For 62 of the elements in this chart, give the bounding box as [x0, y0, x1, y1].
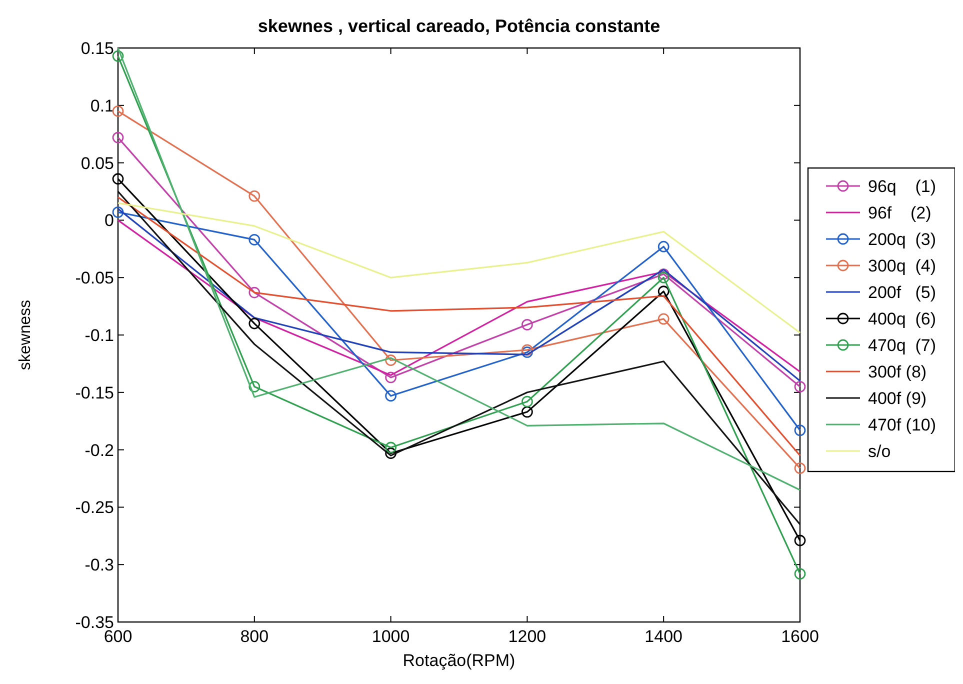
point	[385, 372, 396, 384]
y-tick-label: -0.3	[84, 556, 114, 575]
y-axis-title: skewness	[17, 300, 34, 370]
y-tick-label: 0.15	[80, 39, 114, 58]
point	[658, 286, 670, 298]
point	[248, 234, 260, 246]
chart-title: skewnes , vertical careado, Potência constante	[258, 16, 660, 36]
legend-label: s/o	[868, 442, 891, 461]
legend-label: 200q (3)	[868, 230, 936, 249]
legend-label: 470q (7)	[868, 336, 936, 355]
point	[658, 272, 670, 284]
legend-label: 470f (10)	[868, 416, 936, 434]
point	[248, 190, 260, 202]
point	[385, 448, 396, 459]
y-tick-label: -0.05	[75, 268, 114, 288]
point	[385, 354, 396, 366]
x-tick-label: 1000	[372, 627, 410, 646]
point	[794, 462, 806, 474]
point	[385, 442, 396, 454]
point	[522, 344, 533, 356]
x-tick-label: 600	[104, 627, 132, 646]
point	[658, 313, 670, 325]
line-series	[117, 202, 801, 334]
point	[112, 105, 124, 117]
legend-label: 96f (2)	[868, 204, 932, 222]
point	[248, 318, 260, 330]
x-tick-label: 1400	[644, 627, 683, 646]
legend-label: 300q (4)	[868, 256, 936, 276]
point	[794, 534, 806, 546]
point	[794, 568, 806, 580]
y-tick-label: 0	[104, 211, 114, 230]
y-tick-label: 0.05	[80, 154, 114, 173]
legend-label: 400q (6)	[868, 310, 936, 328]
y-tick-label: -0.15	[75, 383, 114, 402]
point	[658, 240, 670, 252]
legend-label: 200f (5)	[868, 283, 936, 302]
y-tick-label: -0.2	[84, 440, 114, 460]
point	[522, 396, 533, 408]
point	[112, 173, 124, 185]
point	[112, 50, 124, 62]
point	[112, 206, 124, 218]
point	[794, 424, 806, 436]
point	[522, 346, 533, 358]
point	[522, 406, 533, 418]
point	[385, 390, 396, 402]
legend-label: 300f (8)	[868, 362, 927, 382]
y-tick-label: 0.1	[90, 96, 114, 116]
x-tick-label: 800	[240, 627, 269, 646]
point	[112, 132, 124, 144]
point	[248, 380, 260, 392]
point	[522, 318, 533, 330]
y-tick-label: -0.25	[75, 498, 114, 518]
legend-label: 96q (1)	[868, 177, 936, 196]
point	[248, 286, 260, 298]
y-tick-label: -0.1	[84, 326, 114, 345]
point	[794, 380, 806, 392]
x-tick-label: 1600	[781, 627, 819, 646]
legend-label: 400f (9)	[868, 389, 927, 408]
x-axis-title: Rotação(RPM)	[402, 651, 516, 670]
line-series	[117, 47, 801, 491]
point	[658, 268, 670, 280]
x-tick-label: 1200	[508, 627, 546, 646]
